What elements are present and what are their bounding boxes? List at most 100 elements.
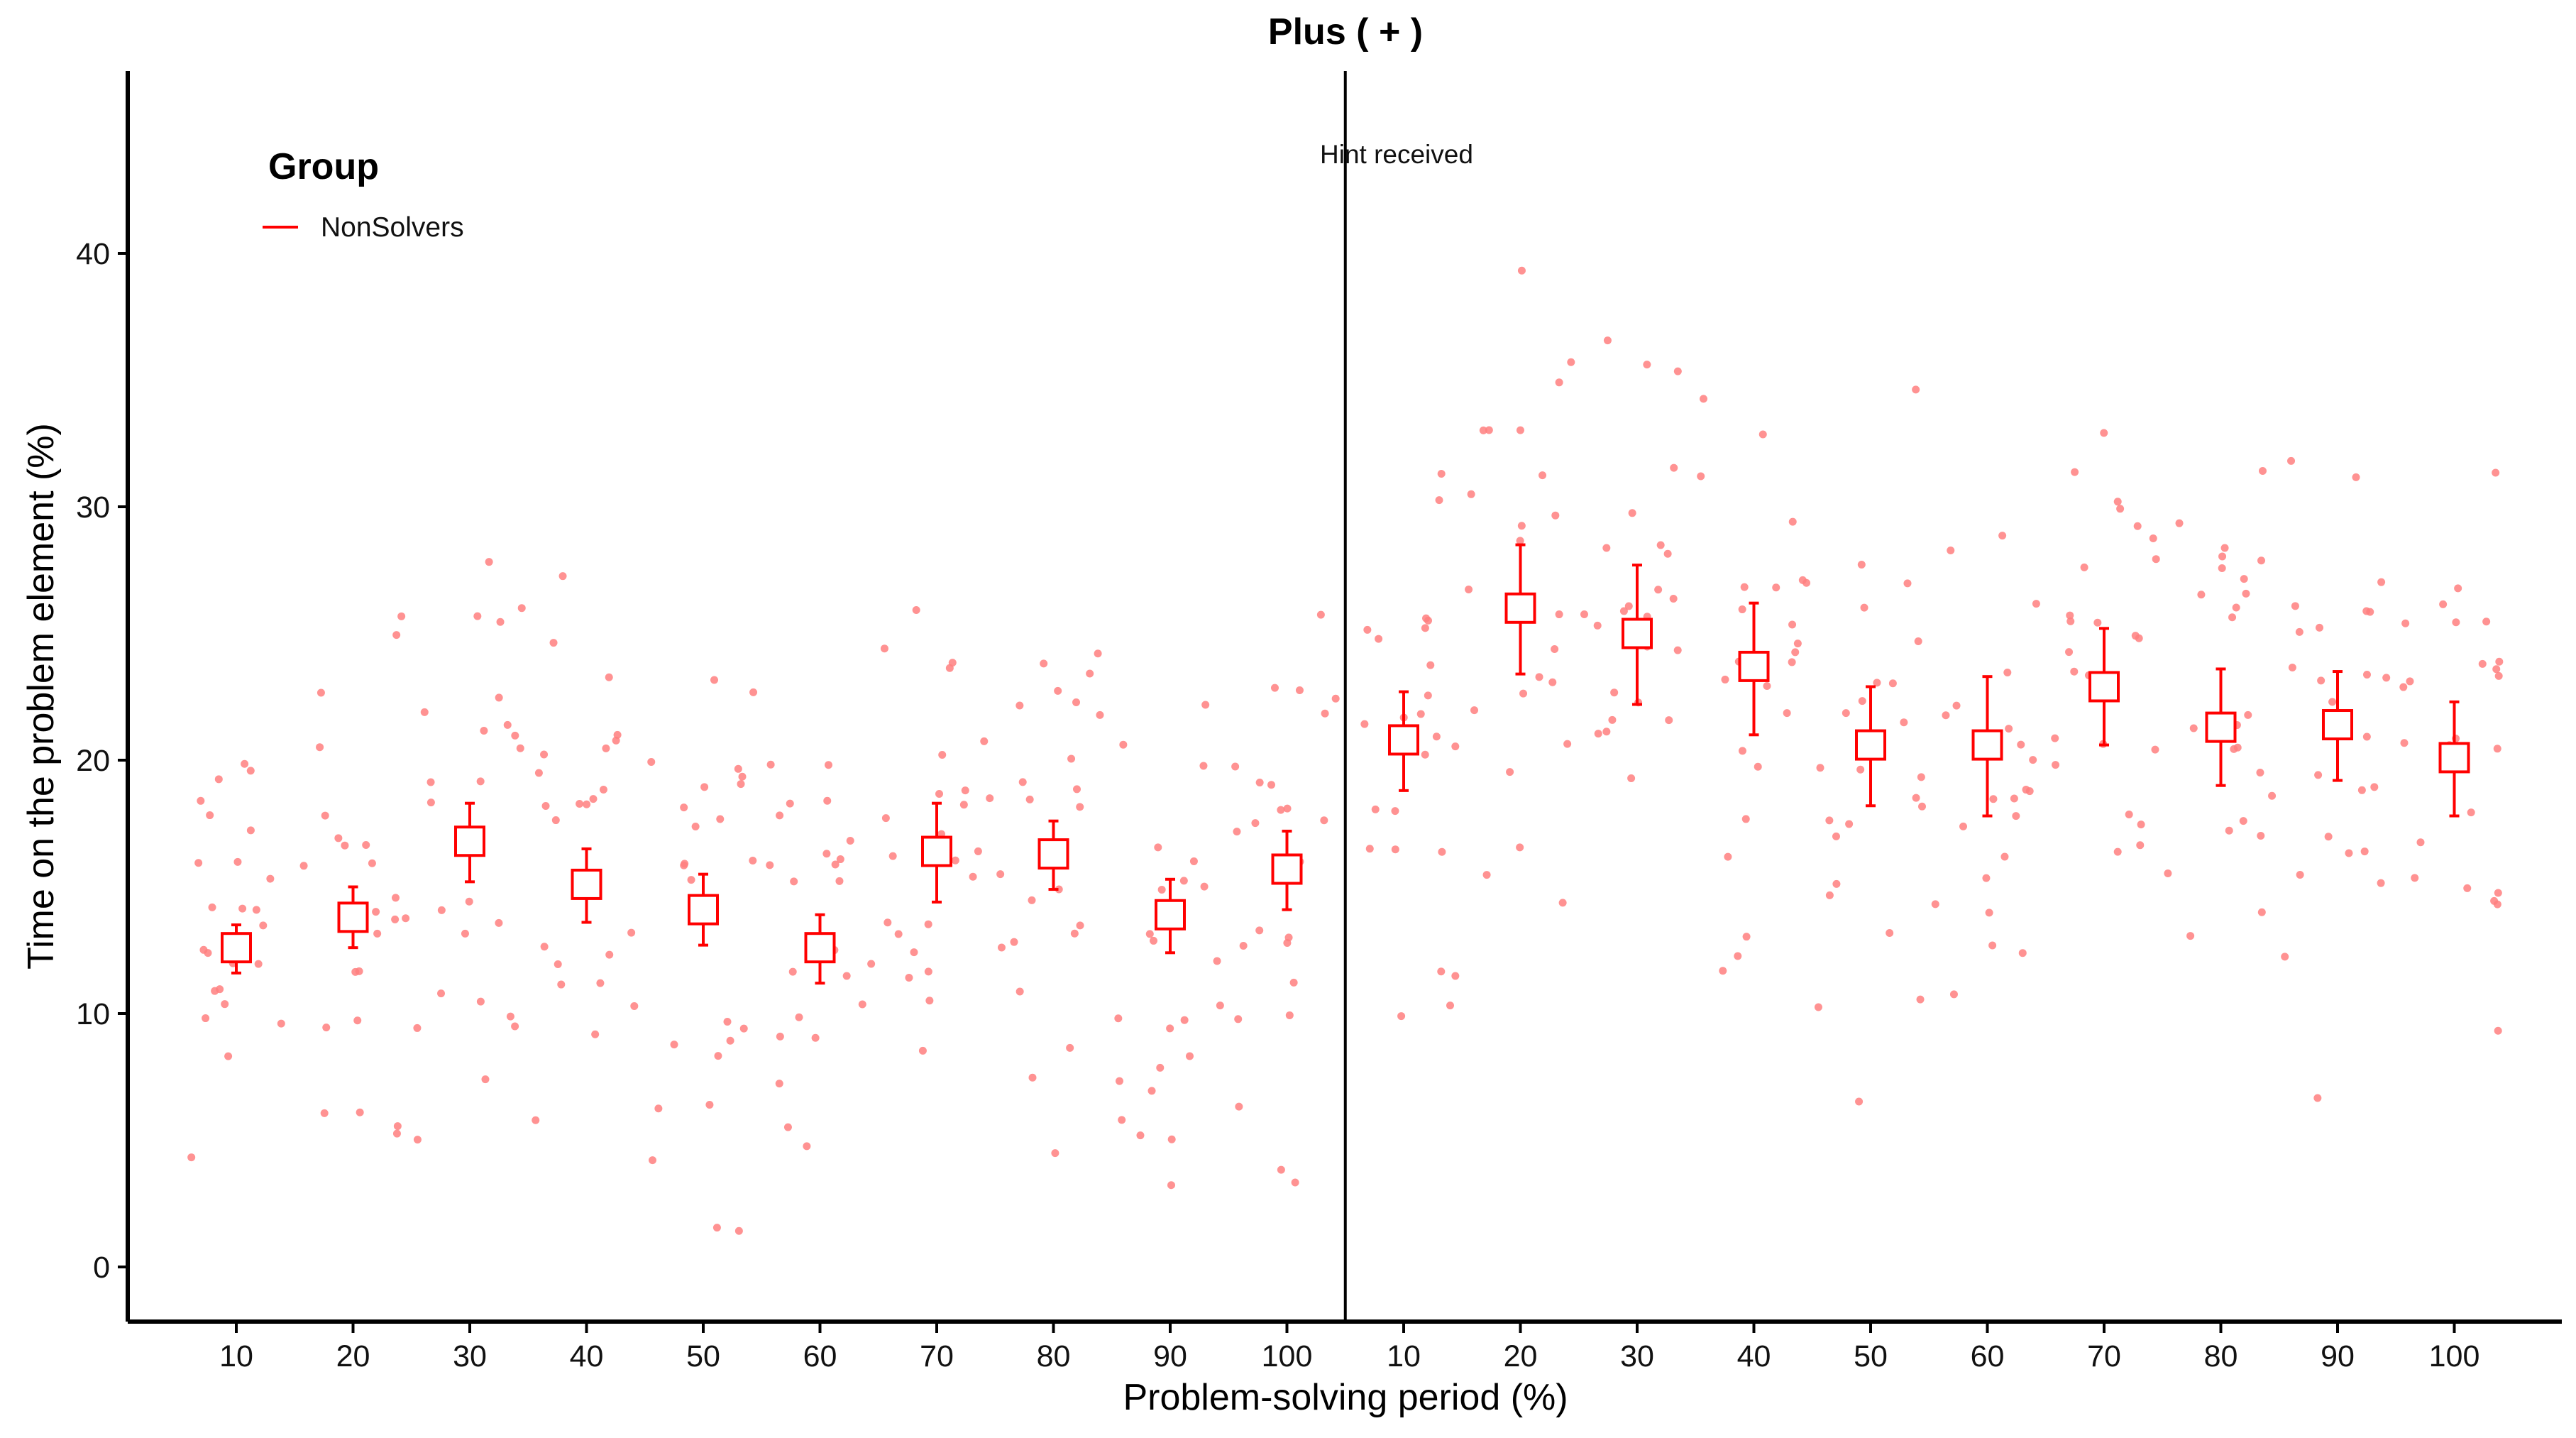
- raw-point: [924, 920, 932, 928]
- x-tick-label: 60: [1971, 1339, 2005, 1373]
- raw-point: [532, 1116, 540, 1124]
- raw-point: [554, 960, 562, 968]
- raw-point: [803, 1142, 811, 1151]
- raw-point: [353, 1016, 362, 1025]
- raw-point: [959, 801, 968, 809]
- raw-point: [2232, 603, 2240, 612]
- raw-point: [1051, 1149, 1059, 1158]
- raw-point: [613, 730, 622, 739]
- raw-point: [1270, 684, 1279, 692]
- raw-point: [1277, 1165, 1285, 1174]
- raw-point: [1185, 1052, 1194, 1060]
- raw-point: [1888, 679, 1897, 688]
- raw-point: [2065, 648, 2074, 657]
- mean-marker: [1155, 899, 1186, 931]
- x-tick-label: 20: [1504, 1339, 1538, 1373]
- raw-point: [476, 777, 485, 786]
- raw-point: [1416, 710, 1425, 718]
- raw-point: [1235, 1102, 1243, 1111]
- raw-point: [481, 1075, 490, 1084]
- raw-point: [1517, 266, 1526, 275]
- raw-point: [1067, 754, 1076, 763]
- x-tick-label: 60: [803, 1339, 837, 1373]
- raw-point: [1916, 995, 1925, 1004]
- raw-point: [1086, 669, 1094, 678]
- raw-point: [187, 1153, 196, 1162]
- y-tick-label: 10: [76, 997, 110, 1031]
- raw-point: [1437, 470, 1446, 478]
- raw-point: [788, 967, 797, 976]
- raw-point: [259, 921, 268, 930]
- raw-point: [1375, 635, 1383, 643]
- x-tick-label: 30: [453, 1339, 487, 1373]
- raw-point: [811, 1033, 820, 1042]
- raw-point: [974, 847, 982, 855]
- raw-point: [2258, 467, 2267, 476]
- raw-point: [2352, 473, 2360, 481]
- raw-point: [867, 960, 876, 968]
- raw-point: [2313, 1094, 2322, 1102]
- raw-point: [1506, 768, 1514, 776]
- raw-point: [2151, 745, 2159, 754]
- raw-point: [2377, 578, 2386, 586]
- raw-point: [734, 1226, 743, 1235]
- raw-point: [766, 861, 774, 869]
- x-tick-label: 30: [1620, 1339, 1654, 1373]
- raw-point: [1451, 742, 1460, 751]
- raw-point: [2287, 456, 2296, 465]
- raw-point: [2032, 600, 2040, 608]
- raw-point: [1900, 718, 1908, 727]
- raw-point: [476, 997, 485, 1006]
- raw-point: [2377, 879, 2385, 887]
- raw-point: [558, 572, 567, 581]
- raw-point: [836, 855, 844, 864]
- raw-point: [495, 693, 503, 702]
- raw-point: [1763, 681, 1771, 690]
- raw-point: [1201, 701, 1210, 709]
- raw-point: [1432, 732, 1441, 741]
- raw-point: [1010, 938, 1018, 946]
- mean-marker: [454, 825, 485, 857]
- raw-point: [1719, 967, 1727, 975]
- raw-point: [1738, 747, 1746, 755]
- raw-point: [1147, 1087, 1156, 1095]
- raw-point: [393, 1122, 402, 1131]
- raw-point: [1624, 602, 1633, 610]
- raw-point: [2149, 534, 2157, 543]
- raw-point: [749, 856, 757, 865]
- raw-point: [1114, 1014, 1123, 1023]
- raw-point: [1594, 730, 1602, 738]
- raw-point: [2291, 602, 2299, 610]
- raw-point: [2482, 618, 2491, 626]
- raw-point: [426, 778, 435, 786]
- raw-point: [2256, 768, 2264, 776]
- raw-point: [1700, 395, 1708, 403]
- x-tick-label: 10: [219, 1339, 253, 1373]
- raw-point: [1295, 686, 1304, 695]
- raw-point: [246, 826, 255, 835]
- y-tick-label: 20: [76, 744, 110, 778]
- raw-point: [790, 877, 798, 886]
- mean-marker: [221, 932, 252, 964]
- raw-point: [1802, 578, 1811, 587]
- raw-point: [1136, 1131, 1145, 1140]
- raw-point: [1602, 728, 1611, 736]
- x-tick-label: 100: [1262, 1339, 1313, 1373]
- raw-point: [1167, 1181, 1176, 1190]
- raw-point: [1947, 547, 1955, 555]
- raw-point: [197, 796, 205, 805]
- raw-point: [605, 950, 614, 959]
- raw-point: [1988, 941, 1997, 950]
- raw-point: [2029, 756, 2037, 764]
- raw-point: [589, 795, 598, 803]
- raw-point: [1470, 706, 1479, 715]
- raw-point: [2288, 664, 2296, 672]
- raw-point: [1216, 1001, 1224, 1010]
- raw-point: [1289, 978, 1298, 987]
- raw-point: [1321, 709, 1329, 718]
- raw-point: [1179, 877, 1188, 885]
- raw-point: [206, 811, 214, 820]
- raw-point: [894, 930, 903, 938]
- raw-point: [473, 612, 482, 620]
- raw-point: [392, 894, 400, 902]
